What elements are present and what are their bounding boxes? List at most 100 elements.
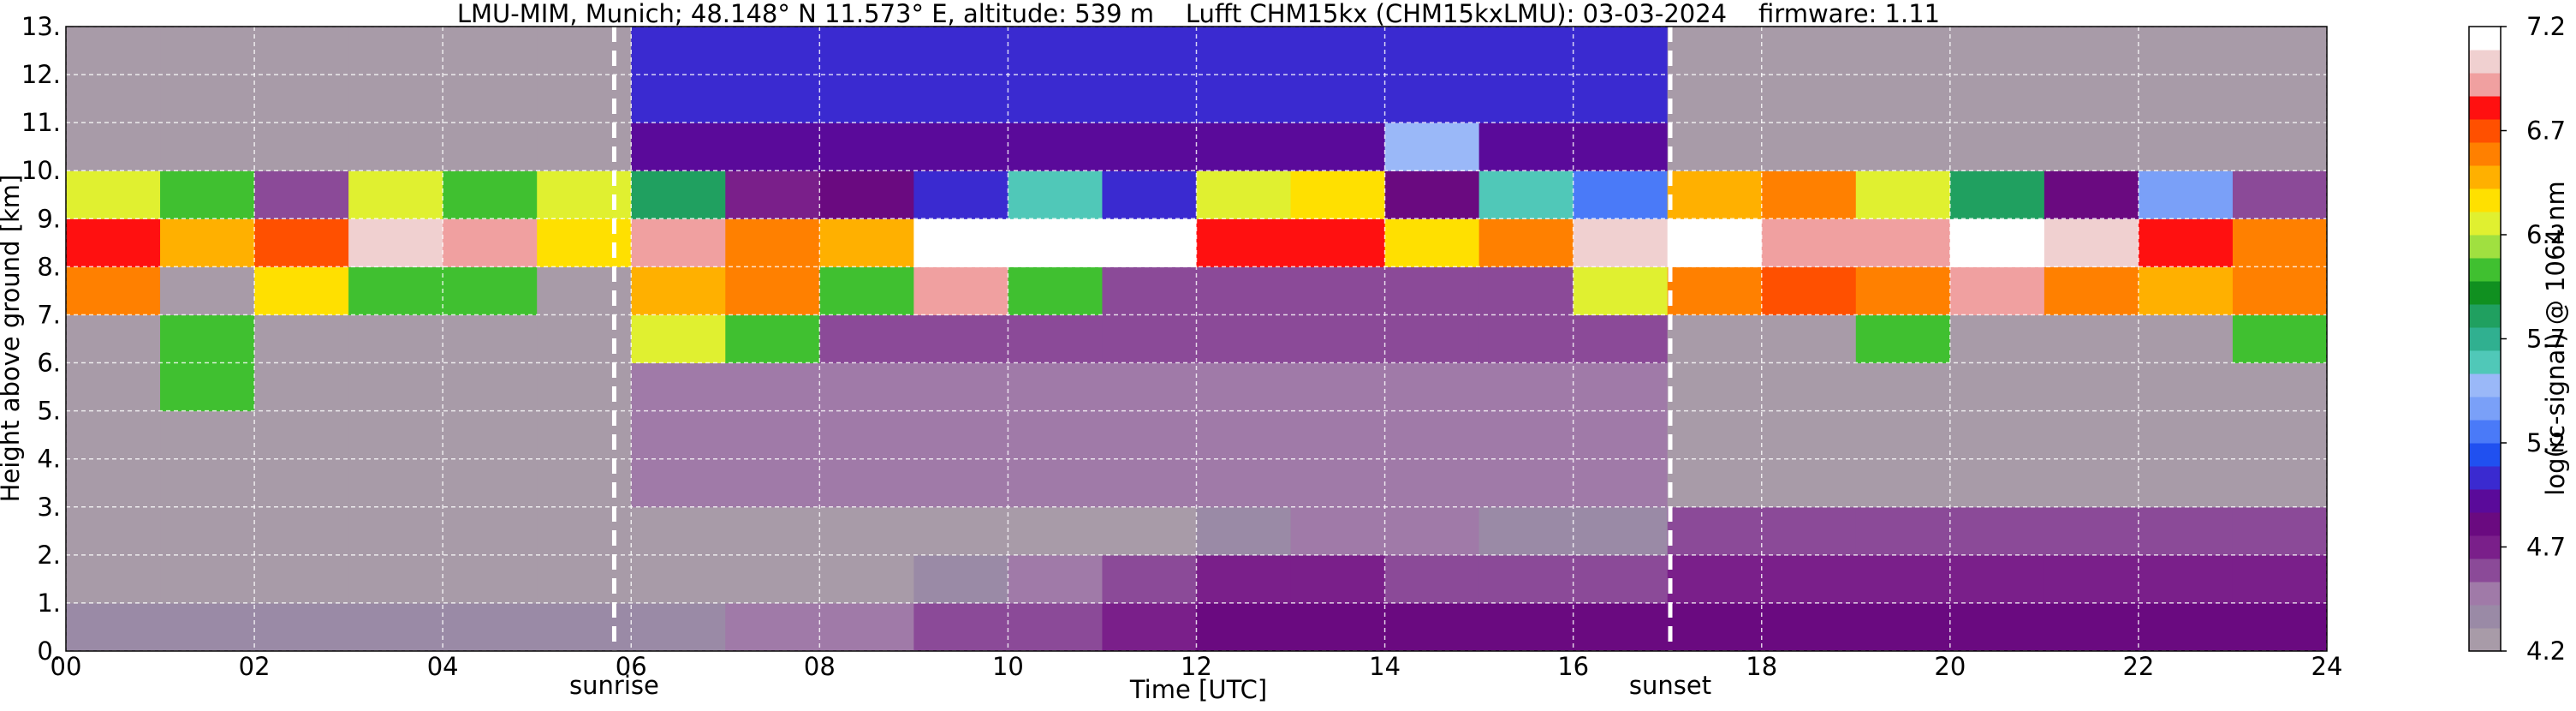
heatmap-cell	[631, 314, 726, 364]
heatmap-cell	[1384, 554, 1480, 604]
heatmap-cell	[2138, 218, 2234, 267]
heatmap-cell	[1855, 122, 1951, 171]
heatmap-cell	[66, 410, 161, 460]
heatmap-cell	[160, 602, 255, 652]
heatmap-cell	[348, 554, 443, 604]
heatmap-cell	[2138, 506, 2234, 556]
colorbar-swatch	[2469, 73, 2501, 97]
heatmap-cell	[1478, 27, 1574, 75]
heatmap-cell	[66, 506, 161, 556]
heatmap-cell	[1573, 75, 1669, 123]
heatmap-cell	[1290, 506, 1386, 556]
heatmap-cell	[2044, 75, 2139, 123]
heatmap-cell	[348, 506, 443, 556]
heatmap-cell	[443, 218, 538, 267]
heatmap-cell	[66, 75, 161, 123]
heatmap-cell	[1855, 458, 1951, 508]
heatmap-cell	[1008, 554, 1103, 604]
heatmap-cell	[1667, 218, 1763, 267]
heatmap-cell	[254, 75, 349, 123]
heatmap-cell	[160, 314, 255, 364]
heatmap-cell	[1573, 266, 1669, 315]
colorbar-swatch	[2469, 559, 2501, 583]
heatmap-cell	[631, 602, 726, 652]
colorbar-swatch	[2469, 489, 2501, 513]
colorbar-swatch	[2469, 119, 2501, 143]
y-tick-label: 7.	[37, 300, 61, 329]
heatmap-cell	[1667, 602, 1763, 652]
heatmap-cell	[2138, 122, 2234, 171]
heatmap-cell	[1667, 27, 1763, 75]
heatmap-cell	[913, 602, 1008, 652]
colorbar-swatch	[2469, 281, 2501, 305]
heatmap-cell	[2044, 602, 2139, 652]
heatmap-cell	[1855, 27, 1951, 75]
heatmap-cell	[537, 602, 632, 652]
heatmap-cell	[1384, 314, 1480, 364]
heatmap-cell	[1102, 602, 1197, 652]
heatmap-cell	[631, 27, 726, 75]
heatmap-cell	[2138, 170, 2234, 219]
heatmap-cell	[1384, 75, 1480, 123]
heatmap-cell	[443, 170, 538, 219]
heatmap-cell	[254, 554, 349, 604]
heatmap-cell	[1949, 362, 2045, 412]
heatmap-cell	[1290, 218, 1386, 267]
heatmap-cell	[725, 75, 820, 123]
heatmap-cell	[1761, 218, 1857, 267]
heatmap-cell	[1384, 410, 1480, 460]
heatmap-cell	[1290, 314, 1386, 364]
heatmap-cell	[1384, 602, 1480, 652]
heatmap-cell	[2044, 506, 2139, 556]
heatmap-cell	[631, 506, 726, 556]
heatmap-cell	[254, 602, 349, 652]
heatmap-cell	[254, 362, 349, 412]
heatmap-cell	[1102, 218, 1197, 267]
heatmap-cell	[1855, 506, 1951, 556]
heatmap-cell	[1667, 266, 1763, 315]
heatmap-cell	[537, 362, 632, 412]
heatmap-cell	[913, 75, 1008, 123]
heatmap-cell	[66, 362, 161, 412]
heatmap-cell	[1949, 506, 2045, 556]
heatmap-cell	[913, 362, 1008, 412]
heatmap-cell	[913, 458, 1008, 508]
colorbar-label: log(rc-signal) @ 1064 nm	[2541, 181, 2570, 495]
heatmap-cell	[537, 122, 632, 171]
colorbar-tick-label: 5.2	[2526, 428, 2566, 457]
heatmap-cell	[725, 266, 820, 315]
y-tick-label: 6.	[37, 349, 61, 378]
heatmap-cell	[537, 266, 632, 315]
heatmap-cell	[1384, 27, 1480, 75]
heatmap-cell	[160, 410, 255, 460]
heatmap-cell	[1667, 458, 1763, 508]
heatmap-cell	[1667, 554, 1763, 604]
x-tick-label: 06	[616, 652, 647, 681]
colorbar-swatch	[2469, 327, 2501, 351]
heatmap-cell	[1573, 506, 1669, 556]
event-label: sunrise	[569, 671, 659, 700]
heatmap-cell	[1196, 458, 1292, 508]
heatmap-cell	[725, 458, 820, 508]
heatmap-cell	[913, 314, 1008, 364]
heatmap-cell	[2044, 362, 2139, 412]
heatmap-cell	[913, 266, 1008, 315]
x-tick-label: 04	[427, 652, 459, 681]
heatmap-cell	[1855, 410, 1951, 460]
heatmap-cell	[348, 170, 443, 219]
heatmap-cell	[1949, 170, 2045, 219]
heatmap-cell	[443, 506, 538, 556]
heatmap-cell	[1102, 362, 1197, 412]
heatmap-cell	[1008, 602, 1103, 652]
colorbar-swatch	[2469, 258, 2501, 282]
heatmap-cell	[2044, 554, 2139, 604]
heatmap-cell	[1008, 314, 1103, 364]
heatmap-cell	[2232, 506, 2328, 556]
heatmap-cell	[913, 27, 1008, 75]
heatmap-cell	[66, 266, 161, 315]
heatmap-cell	[1384, 458, 1480, 508]
heatmap-cell	[160, 266, 255, 315]
heatmap-cell	[819, 458, 914, 508]
heatmap-cell	[1008, 266, 1103, 315]
heatmap-cell	[1102, 122, 1197, 171]
